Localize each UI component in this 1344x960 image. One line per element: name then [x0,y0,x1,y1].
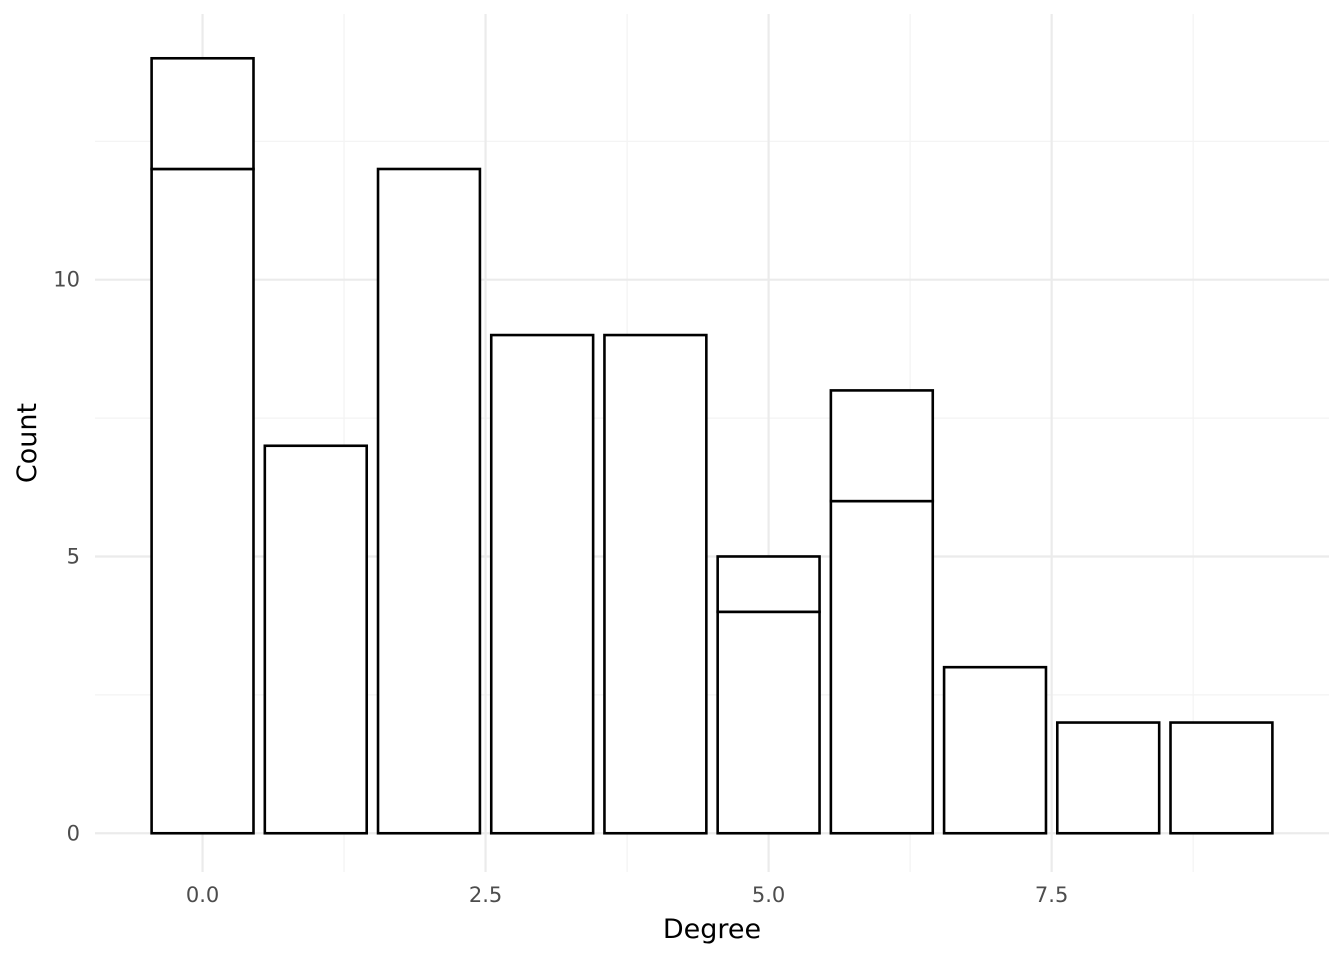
bar-segment [716,555,821,614]
bar-segment [716,610,821,835]
x-tick-label: 5.0 [752,883,785,907]
x-axis-tick-labels: 0.0 2.5 5.0 7.5 [186,883,1068,907]
bar-segment [150,56,255,171]
bar-segment [1055,721,1161,835]
bar-segment [150,167,255,835]
y-tick-label: 0 [67,821,80,845]
y-tick-label: 5 [67,544,80,568]
y-axis-tick-labels: 0 5 10 [53,268,80,846]
bars [150,56,1274,835]
x-tick-label: 7.5 [1035,883,1068,907]
x-tick-label: 0.0 [186,883,219,907]
bar-segment [263,444,369,835]
x-axis-title: Degree [663,914,761,945]
bar-segment [1169,721,1274,835]
y-axis-title: Count [12,403,43,483]
bar-segment [489,333,595,835]
x-tick-label: 2.5 [469,883,502,907]
bar-segment [942,665,1048,835]
bar-segment [829,389,935,503]
bar-segment [603,333,708,835]
bar-segment [376,167,482,835]
y-tick-label: 10 [53,268,80,292]
bar-segment [829,499,935,835]
